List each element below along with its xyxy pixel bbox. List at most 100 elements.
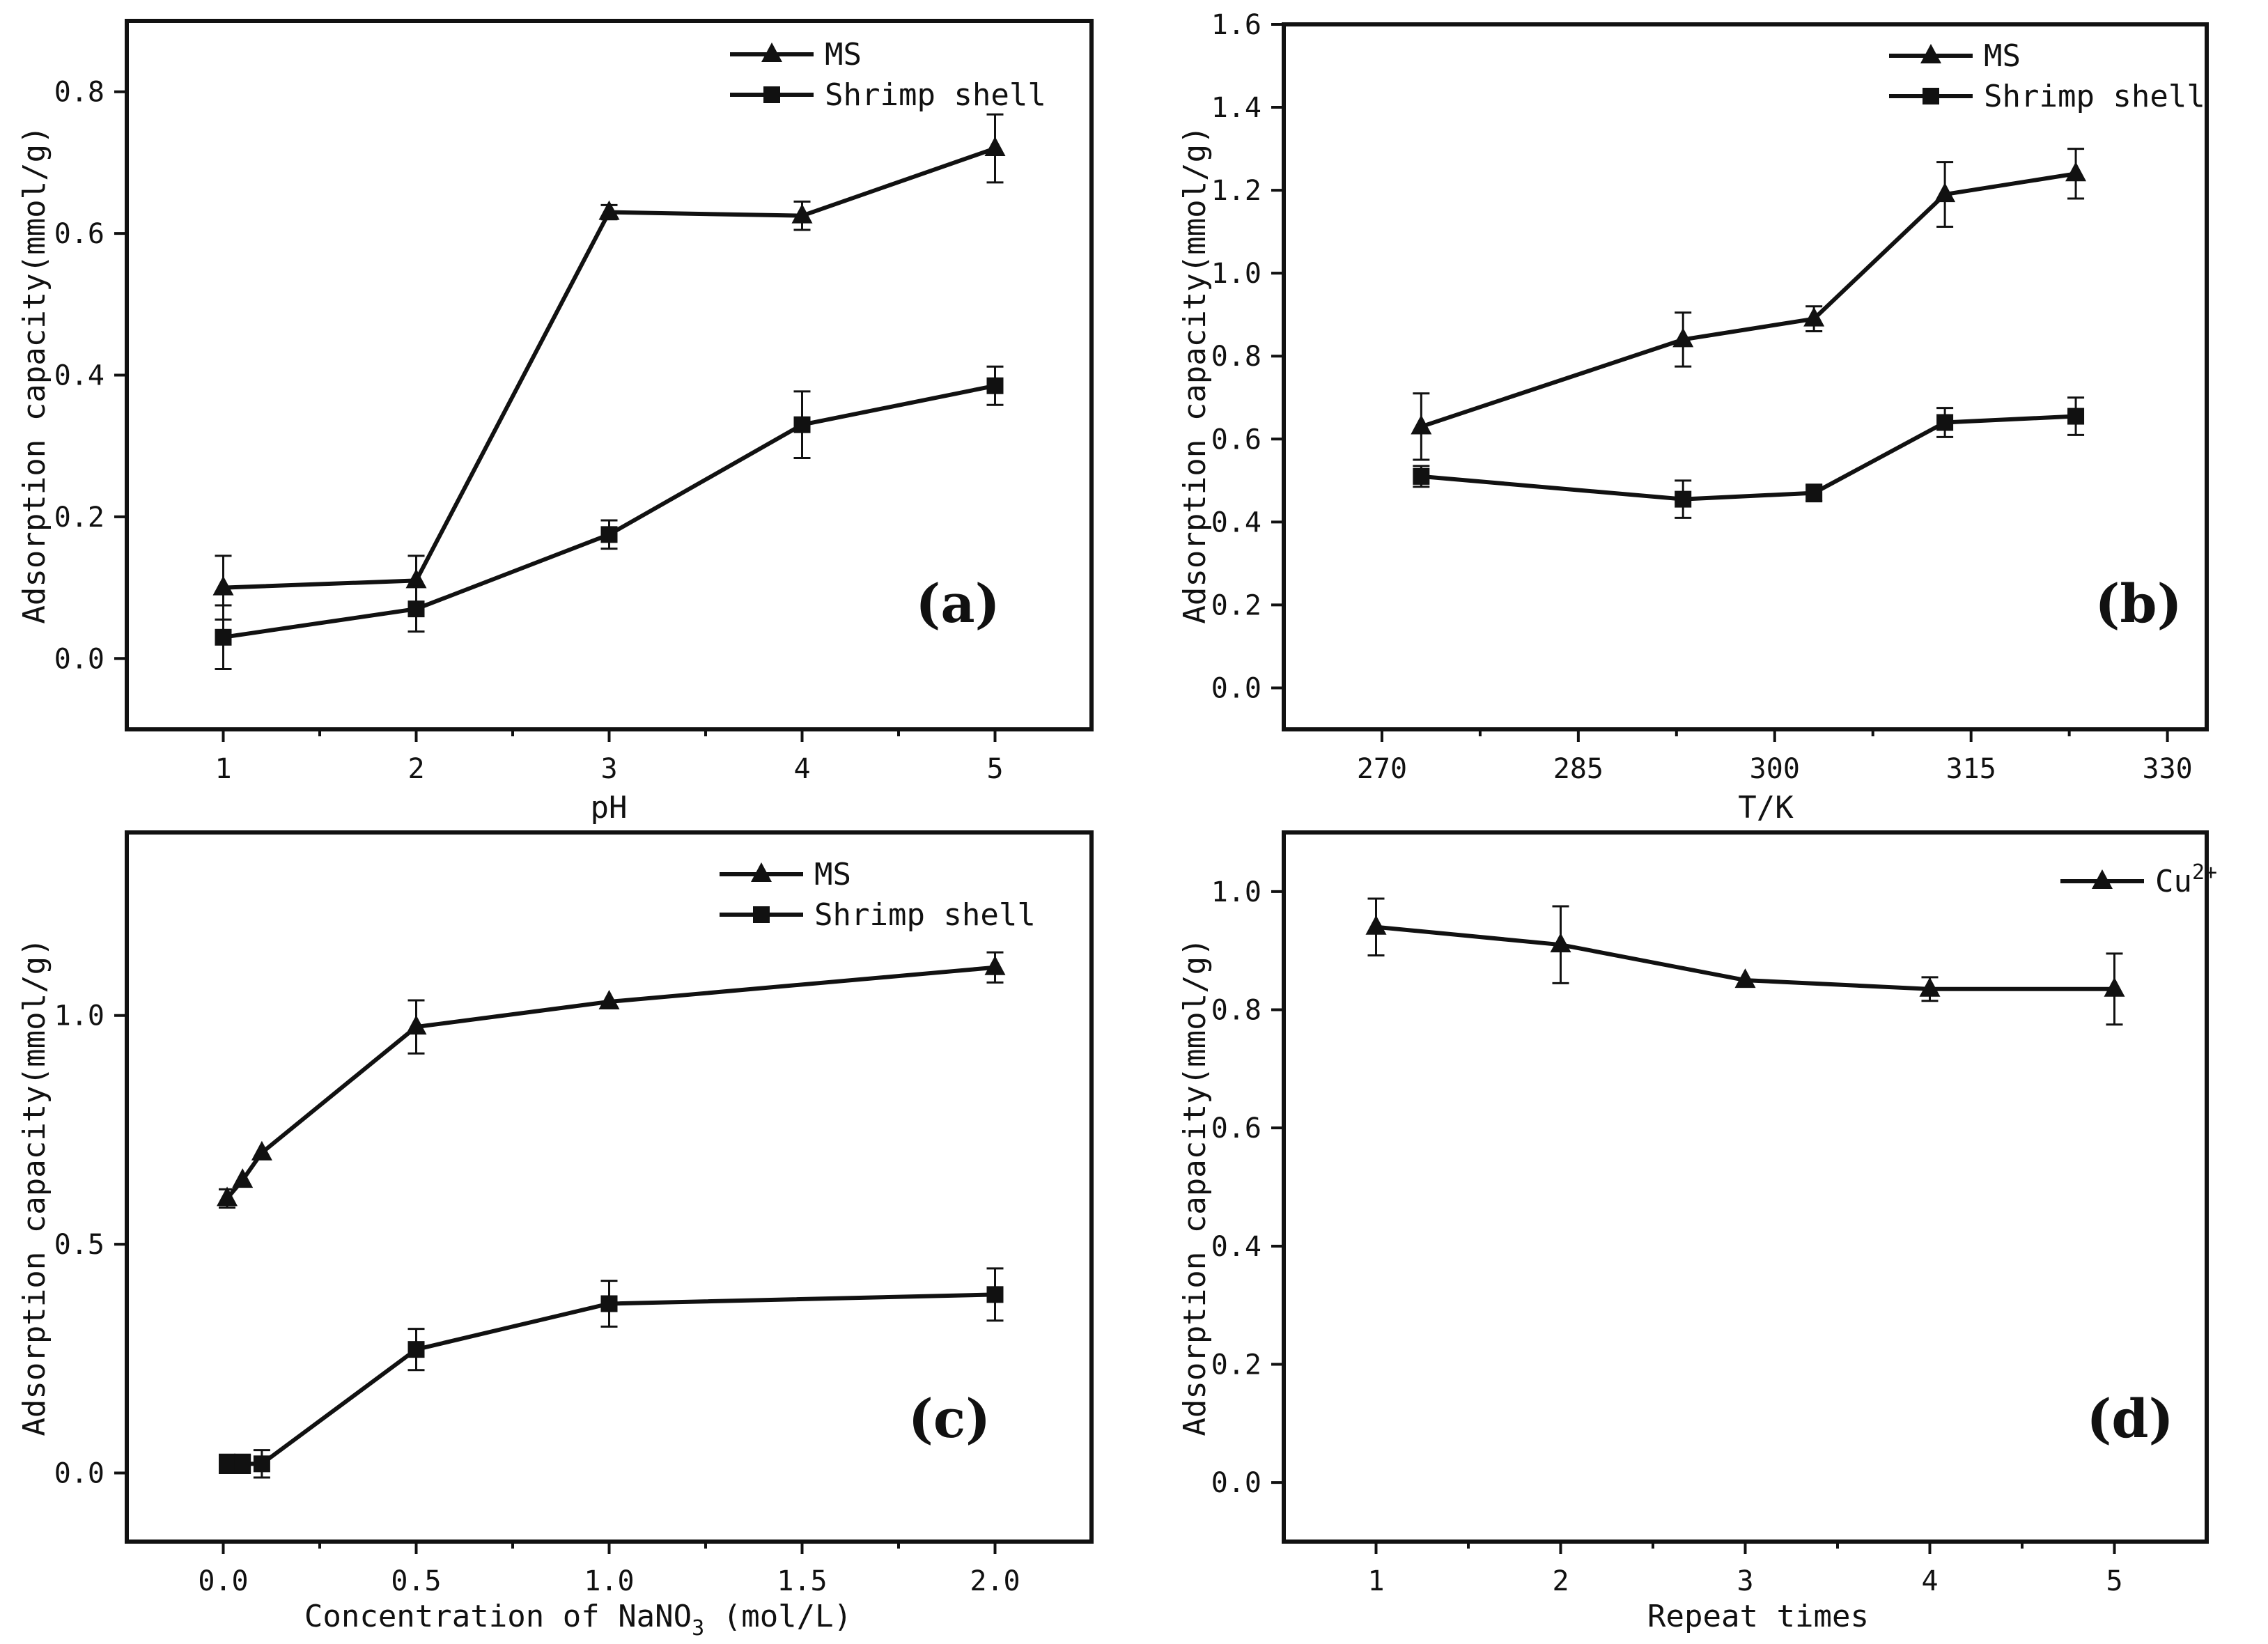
y-tick-label: 1.2 (1211, 175, 1261, 207)
legend-entry: MS (1889, 38, 2021, 74)
x-tick-label: 1.0 (584, 1565, 634, 1597)
y-tick-label: 0.0 (54, 643, 104, 675)
x-axis-title: pH (591, 790, 628, 825)
data-point-triangle (1550, 933, 1571, 953)
legend-entry: MS (720, 857, 851, 892)
series-cu (1365, 897, 2125, 1026)
data-point-square (1413, 467, 1430, 485)
x-tick-label: 315 (1946, 753, 1996, 785)
data-point-triangle (984, 137, 1006, 157)
y-axis-title: Adsorption capacity(mmol/g) (1177, 938, 1213, 1436)
data-point-square (600, 526, 618, 543)
y-tick-label: 0.4 (1211, 1231, 1261, 1263)
data-point-triangle (405, 568, 427, 589)
x-tick-label: 330 (2142, 753, 2192, 785)
series-shrimp-shell (215, 365, 1004, 671)
data-point-square (1936, 414, 1954, 431)
data-point-triangle (251, 1140, 272, 1161)
data-point-square (219, 1455, 236, 1473)
y-tick-label: 0.6 (1211, 1112, 1261, 1145)
y-tick-label: 1.0 (1211, 876, 1261, 908)
legend-label: MS (825, 37, 862, 72)
chart-panel-a: 1 2 3 4 5 0.0 0.2 0.4 0.6 0.8 pH Adsorption capacit… (17, 19, 1094, 825)
data-point-square (793, 416, 811, 433)
series-ms (1411, 148, 2087, 461)
data-point-triangle (598, 990, 620, 1010)
data-point-square (986, 377, 1004, 394)
series-line (1421, 414, 2076, 502)
legend-triangle (2092, 869, 2113, 889)
series-line (227, 1292, 995, 1466)
plot-frame (1282, 830, 2209, 1544)
panel-label: (b) (2095, 573, 2182, 635)
x-tick-label: 285 (1553, 753, 1603, 785)
data-point-triangle (1411, 414, 1432, 435)
legend-label: Shrimp shell (1984, 79, 2205, 114)
series-shrimp-shell (219, 1267, 1004, 1479)
y-tick-label: 1.0 (54, 1000, 104, 1032)
y-axis-title: Adsorption capacity(mmol/g) (17, 125, 52, 623)
y-tick-label: 1.4 (1211, 92, 1261, 124)
series-shrimp-shell (1413, 396, 2085, 519)
y-tick-label: 0.0 (1211, 1467, 1261, 1499)
panel-label: (d) (2086, 1388, 2173, 1450)
data-point-square (407, 1341, 425, 1358)
series-line (223, 383, 996, 639)
x-axis-title: T/K (1738, 790, 1794, 825)
y-tick-label: 0.8 (1211, 995, 1261, 1027)
data-point-triangle (1803, 307, 1825, 327)
x-tick-label: 5 (986, 753, 1003, 785)
legend-entry: MS (730, 37, 862, 72)
x-tick-label: 2.0 (970, 1565, 1020, 1597)
y-tick-label: 0.6 (1211, 424, 1261, 456)
legend-label: MS (814, 857, 851, 892)
legend-label: Cu2+ (2155, 860, 2217, 899)
data-point-triangle (1365, 915, 1387, 935)
legend-square (753, 906, 770, 923)
y-tick-label: 0.4 (1211, 506, 1261, 538)
data-point-triangle (1919, 977, 1941, 997)
data-point-square (1805, 484, 1823, 502)
data-point-triangle (1734, 968, 1756, 988)
data-point-triangle (984, 955, 1006, 975)
legend-entry: Shrimp shell (1889, 79, 2205, 114)
x-tick-label: 1 (1367, 1565, 1384, 1597)
plot-frame (1282, 22, 2209, 731)
x-tick-label: 270 (1357, 753, 1407, 785)
x-tick-label: 4 (1921, 1565, 1938, 1597)
y-tick-label: 0.6 (54, 218, 104, 250)
data-point-triangle (405, 1015, 427, 1035)
legend-entry: Shrimp shell (720, 897, 1036, 933)
legend-entry: Cu2+ (2060, 860, 2217, 899)
x-axis-title: Repeat times (1647, 1599, 1869, 1634)
data-point-square (253, 1455, 270, 1473)
panel-label: (a) (915, 573, 1000, 635)
data-point-triangle (2065, 162, 2087, 182)
x-tick-label: 300 (1750, 753, 1800, 785)
data-point-triangle (1934, 183, 1956, 203)
legend-square (1923, 88, 1939, 104)
x-tick-label: 2 (407, 753, 424, 785)
y-tick-label: 0.8 (1211, 341, 1261, 373)
x-tick-label: 3 (600, 753, 617, 785)
data-point-square (2067, 408, 2085, 425)
x-tick-label: 2 (1552, 1565, 1569, 1597)
y-axis-title: Adsorption capacity(mmol/g) (17, 938, 52, 1436)
data-point-triangle (217, 1186, 238, 1207)
y-tick-label: 0.0 (1211, 672, 1261, 704)
y-axis-title: Adsorption capacity(mmol/g) (1177, 125, 1213, 623)
data-point-triangle (1672, 327, 1694, 348)
legend-label: Shrimp shell (814, 897, 1036, 933)
y-tick-label: 0.2 (54, 502, 104, 534)
data-point-square (600, 1295, 618, 1312)
x-tick-label: 0.0 (198, 1565, 248, 1597)
series-ms (217, 951, 1006, 1209)
x-tick-label: 1 (215, 753, 231, 785)
y-tick-label: 0.8 (54, 77, 104, 109)
y-tick-label: 0.0 (54, 1457, 104, 1489)
chart-panel-d: 1 2 3 4 5 0.0 0.2 0.4 0.6 0.8 1.0 Repeat times Adsor… (1177, 830, 2217, 1634)
y-tick-label: 0.5 (54, 1229, 104, 1261)
x-tick-label: 4 (793, 753, 810, 785)
